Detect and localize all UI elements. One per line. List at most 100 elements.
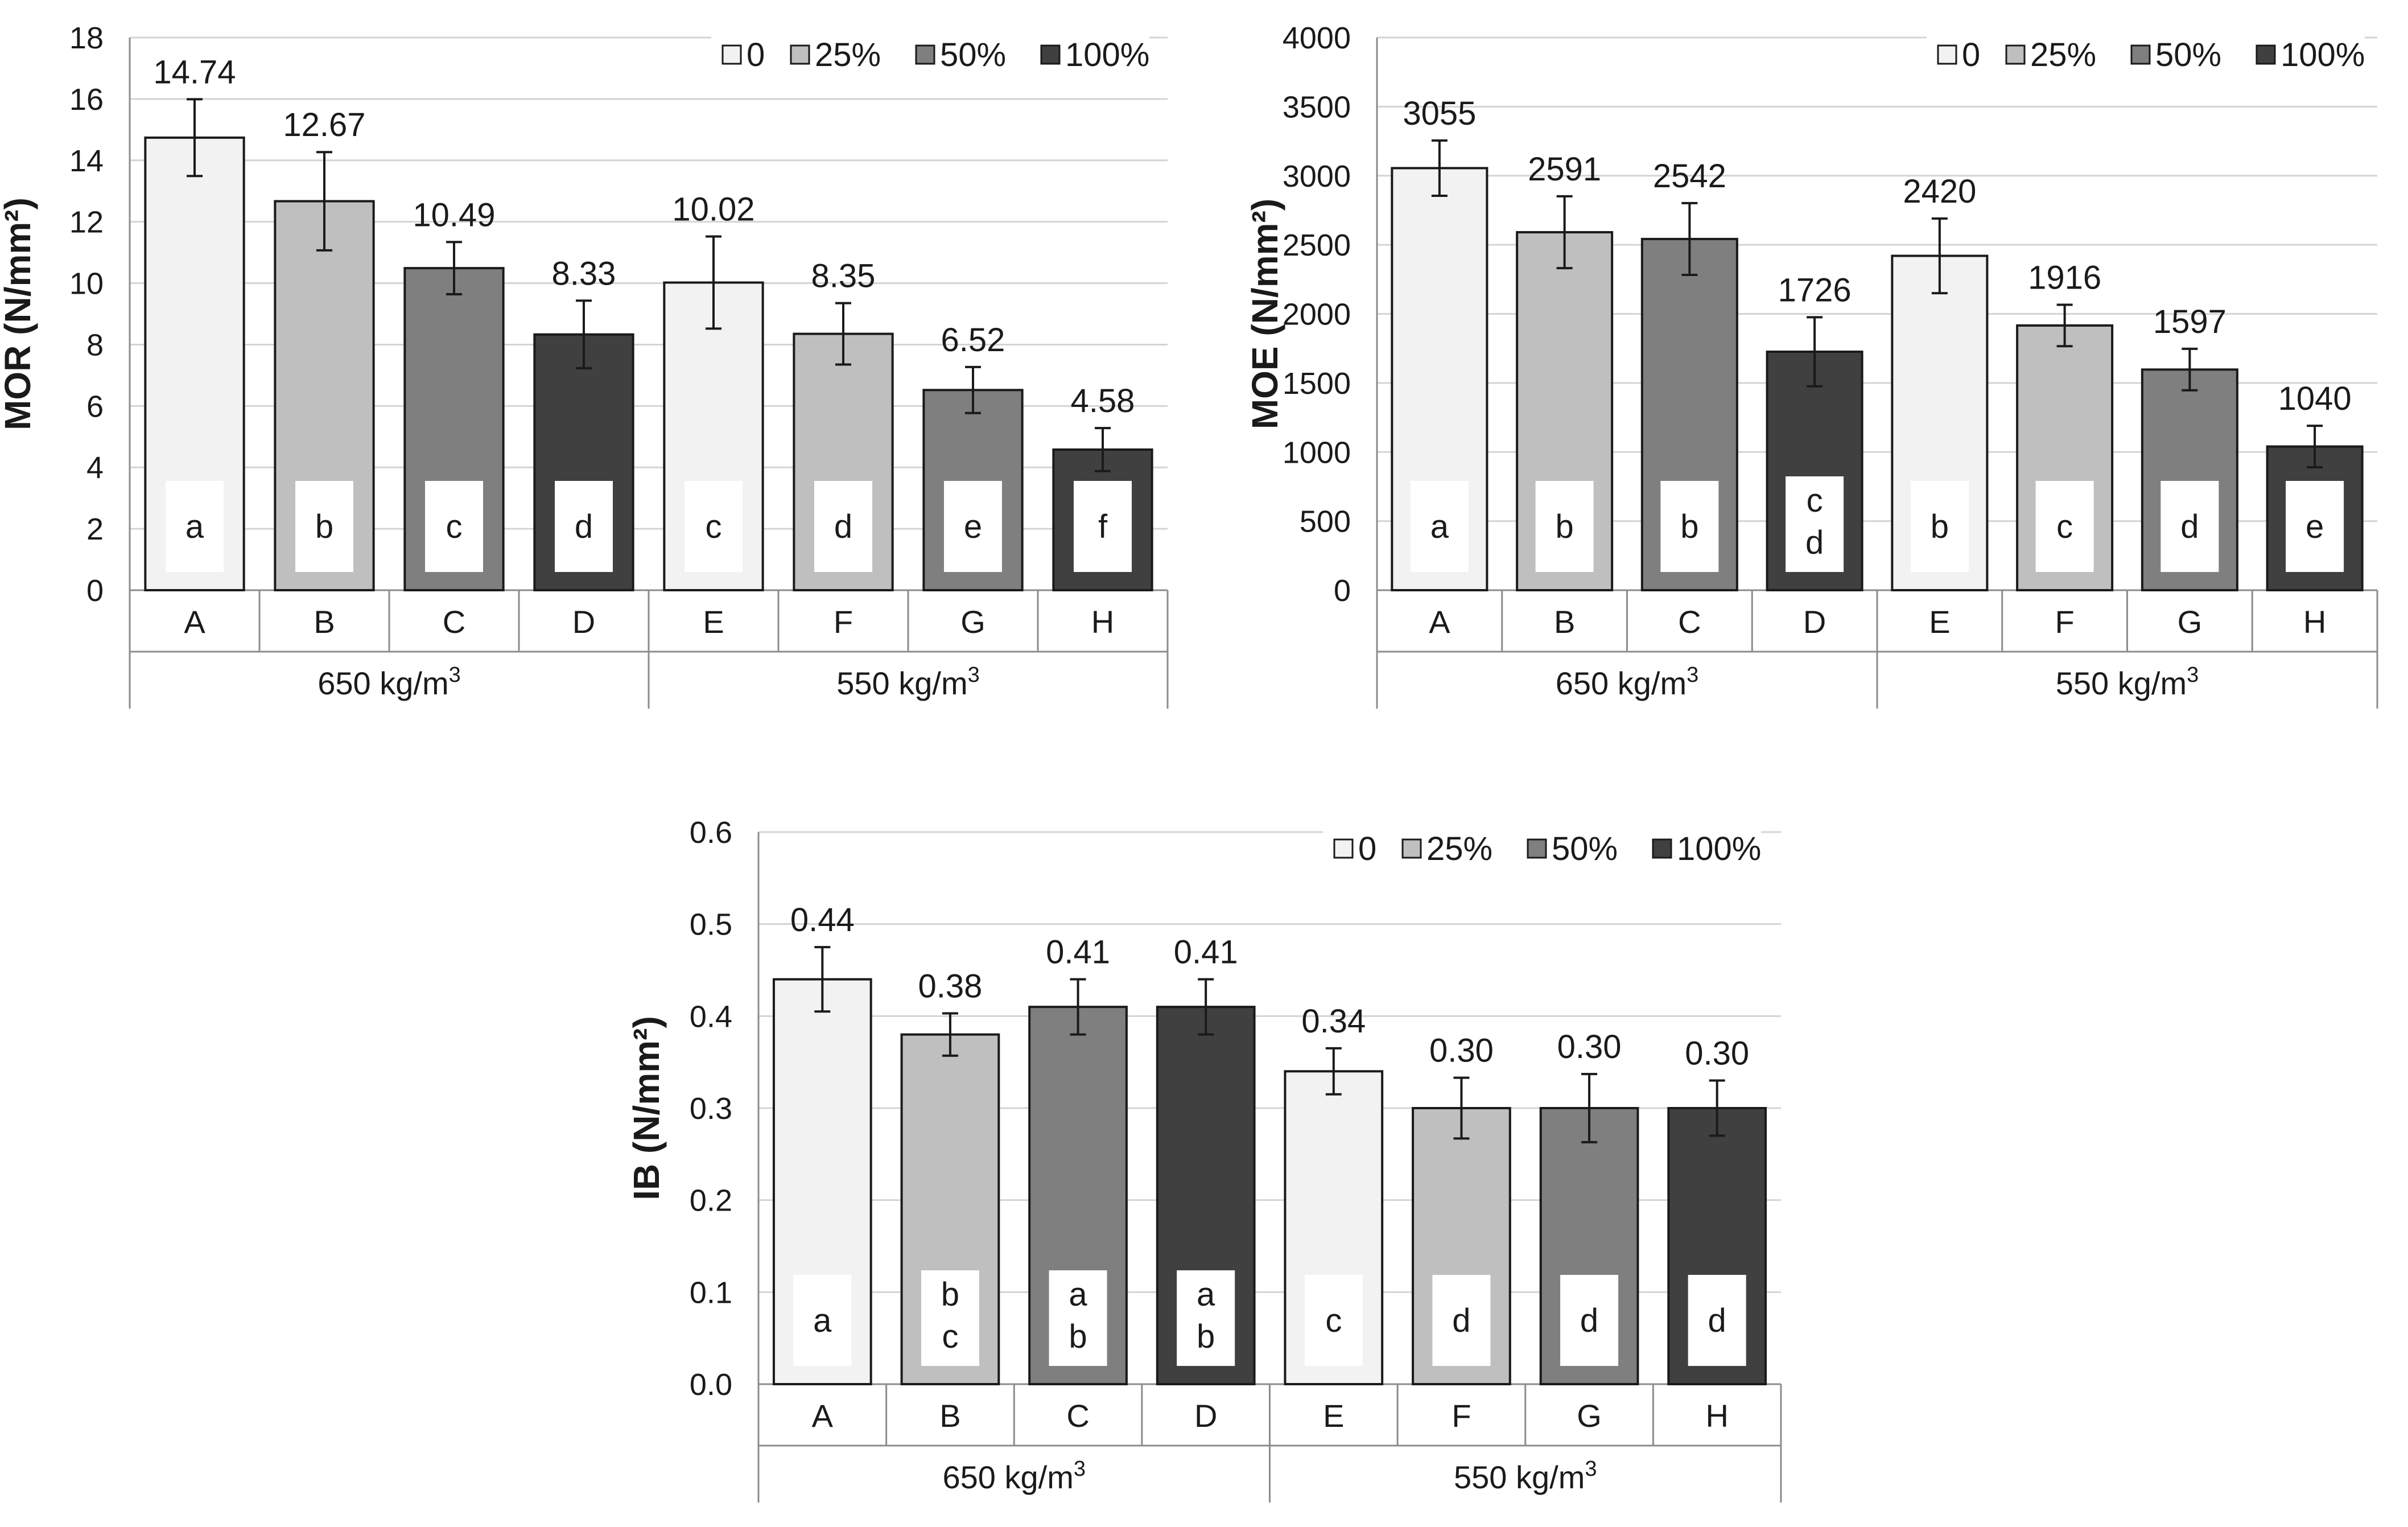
x-tick-label: F (1452, 1398, 1471, 1434)
significance-letter: e (2306, 508, 2324, 545)
data-label: 2542 (1653, 158, 1726, 195)
significance-letter: d (1452, 1302, 1470, 1339)
legend-label: 50% (2155, 36, 2221, 73)
legend-label: 25% (2030, 36, 2096, 73)
data-label: 0.41 (1046, 934, 1110, 971)
data-label: 6.52 (941, 322, 1005, 359)
x-tick-label: A (184, 604, 205, 640)
y-tick-label: 2 (86, 512, 104, 546)
x-tick-label: H (1091, 604, 1114, 640)
letter-box (685, 481, 743, 572)
data-label: 1916 (2028, 259, 2101, 296)
legend-swatch (915, 44, 935, 65)
legend-swatch (1333, 838, 1354, 859)
y-tick-label: 0.6 (690, 816, 732, 850)
y-tick-label: 14 (69, 144, 104, 178)
significance-letter: b (315, 508, 333, 545)
y-tick-label: 0 (86, 574, 104, 608)
letter-box (1688, 1275, 1746, 1366)
letter-box (1560, 1275, 1619, 1366)
x-tick-label: A (812, 1398, 834, 1434)
letter-box (1786, 476, 1844, 572)
significance-letter: a (1430, 508, 1449, 545)
data-label: 0.41 (1174, 934, 1238, 971)
legend-swatch (1652, 838, 1672, 859)
letter-box (2160, 481, 2219, 572)
y-tick-label: 0.0 (690, 1368, 732, 1402)
x-tick-label: D (572, 604, 595, 640)
data-label: 14.74 (153, 53, 236, 90)
y-axis-title: IB (N/mm²) (626, 1016, 667, 1200)
significance-letter: b (1680, 508, 1698, 545)
significance-letter: d (575, 508, 593, 545)
letter-box (814, 481, 872, 572)
y-axis-title: MOR (N/mm²) (0, 197, 38, 430)
legend-label: 50% (1552, 830, 1618, 867)
significance-letter: b (1931, 508, 1949, 545)
x-tick-label: B (939, 1398, 960, 1434)
data-label: 1726 (1778, 271, 1852, 308)
x-tick-label: F (834, 604, 853, 640)
legend-swatch (1937, 44, 1957, 65)
letter-box (1910, 481, 1969, 572)
y-tick-label: 8 (86, 328, 104, 362)
x-tick-label: H (1705, 1398, 1728, 1434)
data-label: 8.33 (552, 255, 616, 292)
data-label: 3055 (1403, 95, 1476, 132)
letter-box (166, 481, 224, 572)
significance-letter: a (1069, 1276, 1087, 1313)
significance-letter: c (1325, 1302, 1342, 1339)
legend-label: 0 (1962, 36, 1980, 73)
group-label: 550 kg/m3 (1454, 1457, 1597, 1495)
group-label: 650 kg/m3 (318, 663, 460, 701)
y-tick-label: 0.4 (690, 999, 732, 1034)
letter-box (1177, 1270, 1235, 1366)
legend-swatch (721, 44, 742, 65)
letter-box (1410, 481, 1469, 572)
y-tick-label: 0.5 (690, 908, 732, 942)
data-label: 12.67 (283, 106, 365, 143)
x-tick-label: B (314, 604, 335, 640)
x-tick-label: E (1323, 1398, 1344, 1434)
group-label: 550 kg/m3 (836, 663, 979, 701)
legend-label: 100% (1065, 36, 1149, 73)
group-label-superscript: 3 (449, 663, 461, 687)
letter-box (1049, 1270, 1107, 1366)
data-label: 0.30 (1685, 1035, 1749, 1072)
letter-box (1660, 481, 1719, 572)
x-tick-label: F (2055, 604, 2075, 640)
x-tick-label: C (443, 604, 465, 640)
x-tick-label: C (1678, 604, 1701, 640)
y-tick-label: 2500 (1283, 228, 1351, 262)
significance-letter: a (813, 1302, 832, 1339)
letter-box (1535, 481, 1594, 572)
y-tick-label: 3500 (1283, 90, 1351, 124)
letter-box (921, 1270, 979, 1366)
data-label: 0.38 (918, 968, 982, 1005)
letter-box (2035, 481, 2094, 572)
legend-swatch (2130, 44, 2151, 65)
data-label: 10.49 (413, 196, 495, 233)
significance-letter: d (834, 508, 852, 545)
letter-box (944, 481, 1002, 572)
letter-box (793, 1275, 852, 1366)
y-tick-label: 0.1 (690, 1275, 732, 1310)
data-label: 0.34 (1301, 1003, 1366, 1040)
significance-letter: b (1555, 508, 1573, 545)
significance-letter: a (185, 508, 204, 545)
significance-letter: c (1807, 482, 1823, 519)
significance-letter: b (1069, 1318, 1087, 1355)
y-tick-label: 1500 (1283, 367, 1351, 401)
y-tick-label: 3000 (1283, 159, 1351, 194)
letter-box (1432, 1275, 1491, 1366)
y-tick-label: 0.3 (690, 1092, 732, 1126)
legend-label: 50% (940, 36, 1006, 73)
significance-letter: d (2180, 508, 2199, 545)
letter-box (1074, 481, 1132, 572)
x-tick-label: H (2303, 604, 2326, 640)
significance-letter: b (1197, 1318, 1215, 1355)
legend-label: 0 (747, 36, 765, 73)
y-tick-label: 0 (1334, 574, 1351, 608)
y-tick-label: 1000 (1283, 435, 1351, 470)
legend-swatch (790, 44, 810, 65)
